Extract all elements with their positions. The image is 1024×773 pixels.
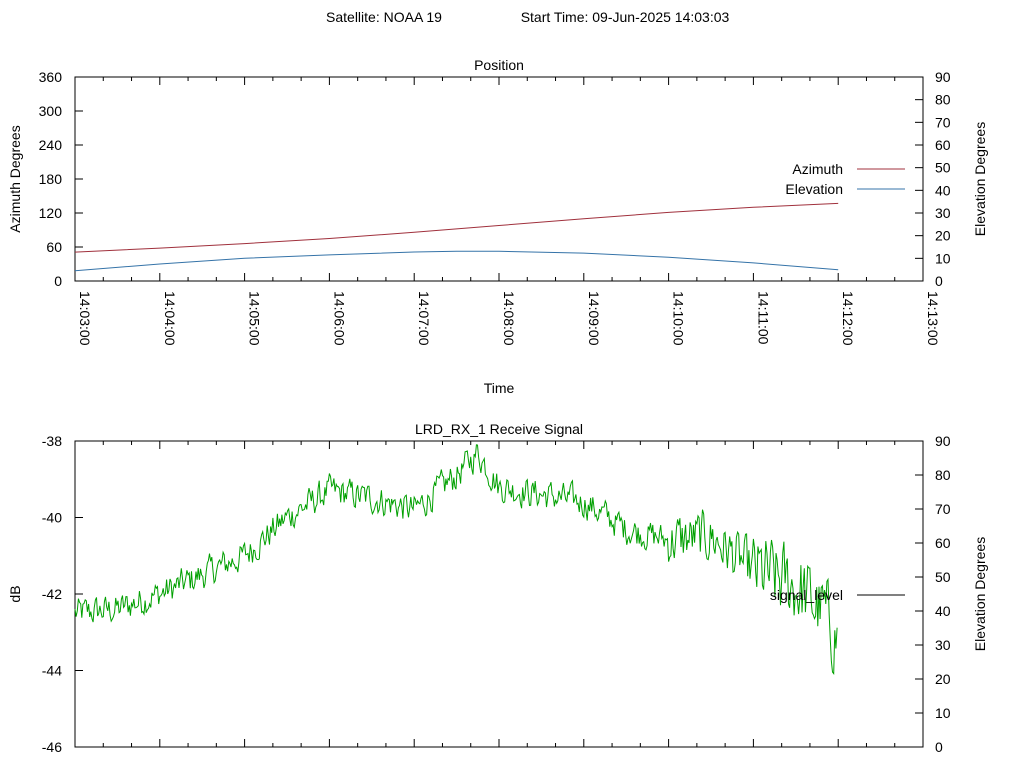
y2-tick-label: 80 xyxy=(935,92,951,108)
y2-tick-label: 20 xyxy=(935,228,951,244)
y2-tick-label: 50 xyxy=(935,160,951,176)
y-tick-label: 240 xyxy=(39,137,63,153)
y2-tick-label: 70 xyxy=(935,114,951,130)
plot-border xyxy=(74,76,924,282)
y-tick-label: 360 xyxy=(39,69,63,85)
y2-tick-label: 30 xyxy=(935,637,951,653)
satellite-label: Satellite: NOAA 19 xyxy=(326,9,442,25)
x-tick-label: 14:07:00 xyxy=(416,291,432,346)
y2-tick-label: 50 xyxy=(935,569,951,585)
x-tick-label: 14:03:00 xyxy=(77,291,93,346)
x-tick-label: 14:08:00 xyxy=(501,291,517,346)
y-axis-label: dB xyxy=(7,585,23,602)
x-tick-label: 14:13:00 xyxy=(925,291,941,346)
y2-tick-label: 20 xyxy=(935,671,951,687)
y2-tick-label: 70 xyxy=(935,501,951,517)
y-tick-label: -46 xyxy=(42,739,62,755)
x-tick-label: 14:11:00 xyxy=(755,291,771,345)
y-tick-label: 60 xyxy=(46,239,62,255)
receive-signal-chart: LRD_RX_1 Receive Signal -46 -44 -42 -40 -38 0 1… xyxy=(7,421,988,755)
x-tick-label: 14:10:00 xyxy=(671,291,687,346)
x-axis-label: Time xyxy=(484,380,515,396)
position-chart: Position 0 60 120 180 240 300 360 0 10 20 30 40 50 60 7… xyxy=(7,57,988,396)
y-tick-label: -38 xyxy=(42,433,62,449)
y2-tick-label: 80 xyxy=(935,467,951,483)
x-tick-label: 14:09:00 xyxy=(586,291,602,346)
x-tick-label: 14:06:00 xyxy=(331,291,347,346)
y-tick-label: -42 xyxy=(42,586,62,602)
y-tick-label: 0 xyxy=(54,273,62,289)
y2-tick-label: 10 xyxy=(935,250,951,266)
start-time-label: Start Time: 09-Jun-2025 14:03:03 xyxy=(521,9,730,25)
y2-tick-label: 40 xyxy=(935,182,951,198)
x-tick-label: 14:12:00 xyxy=(840,291,856,346)
y2-tick-label: 60 xyxy=(935,535,951,551)
azimuth-line xyxy=(74,202,839,253)
signal-level-line xyxy=(74,444,838,675)
legend-label: Azimuth xyxy=(792,161,843,177)
y-tick-label: 180 xyxy=(39,171,63,187)
y-axis-label: Azimuth Degrees xyxy=(7,125,23,232)
y2-tick-label: 90 xyxy=(935,69,951,85)
y2-axis-label: Elevation Degrees xyxy=(972,537,988,651)
y2-tick-label: 0 xyxy=(935,273,943,289)
y2-tick-label: 10 xyxy=(935,705,951,721)
y2-tick-label: 30 xyxy=(935,205,951,221)
y-tick-label: -44 xyxy=(42,663,62,679)
y2-tick-label: 60 xyxy=(935,137,951,153)
y2-tick-label: 0 xyxy=(935,739,943,755)
y-tick-label: -40 xyxy=(42,510,62,526)
y-tick-label: 300 xyxy=(39,103,63,119)
x-tick-label: 14:05:00 xyxy=(247,291,263,346)
elevation-line xyxy=(74,250,839,272)
y2-tick-label: 40 xyxy=(935,603,951,619)
x-tick-label: 14:04:00 xyxy=(162,291,178,346)
legend-label: signal_level xyxy=(770,587,843,603)
chart-title: Position xyxy=(474,57,524,73)
y2-axis-label: Elevation Degrees xyxy=(972,122,988,236)
chart-title: LRD_RX_1 Receive Signal xyxy=(415,421,583,437)
legend-label: Elevation xyxy=(785,181,843,197)
y2-tick-label: 90 xyxy=(935,433,951,449)
y-tick-label: 120 xyxy=(39,205,63,221)
